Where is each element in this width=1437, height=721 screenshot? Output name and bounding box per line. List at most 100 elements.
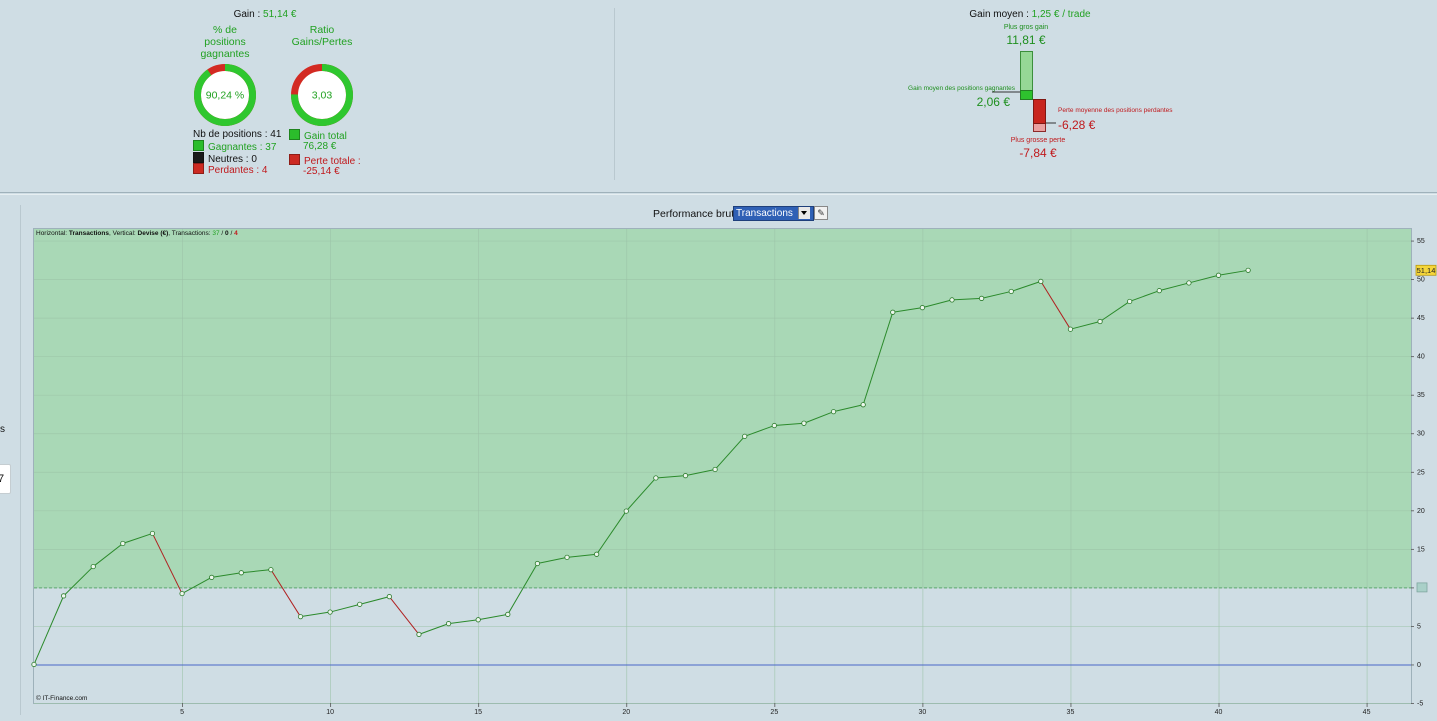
data-point xyxy=(564,554,570,560)
ratio-donut-value: 3,03 xyxy=(312,90,333,102)
y-tick-label: 25 xyxy=(1417,469,1425,476)
gain-segment xyxy=(981,290,1012,299)
y-tick-label: 30 xyxy=(1417,431,1425,438)
black-square-icon xyxy=(193,152,204,163)
equity-points xyxy=(31,267,1251,668)
gain-segment xyxy=(1159,282,1190,292)
perdantes-text: Perdantes : 4 xyxy=(208,165,268,176)
data-point xyxy=(268,567,274,573)
y-tick-label: 35 xyxy=(1417,392,1425,399)
pct-donut-center xyxy=(197,67,253,123)
gain-segment xyxy=(537,556,568,564)
plus-grosse-perte-label: Plus grosse perte xyxy=(1010,137,1066,144)
gain-moyen-value: 1,25 € / trade xyxy=(1031,9,1091,20)
data-point xyxy=(31,661,37,668)
loss-segment xyxy=(152,533,183,594)
y-tick-label: 40 xyxy=(1417,354,1425,361)
gain-segment xyxy=(744,425,775,437)
gain-segment xyxy=(181,576,212,594)
y-tick-label: 20 xyxy=(1417,508,1425,515)
gain-segment xyxy=(892,307,923,313)
y-tick-label: 55 xyxy=(1417,238,1425,245)
positive-zone xyxy=(34,229,1411,588)
gain-segment xyxy=(685,468,716,477)
perte-moyenne-label: Perte moyenne des positions perdantes xyxy=(1058,107,1173,114)
green-square-icon xyxy=(289,129,300,140)
loss-segment xyxy=(1040,281,1071,330)
gain-moyen-label: Gain moyen : xyxy=(969,9,1029,20)
summary-divider xyxy=(614,8,615,180)
data-point xyxy=(149,530,156,537)
ratio-donut-win xyxy=(291,64,353,126)
gagnantes-row: Gagnantes : 37 xyxy=(193,140,293,154)
data-point xyxy=(979,295,985,301)
pct-donut: 90,24 % xyxy=(194,64,256,126)
data-point xyxy=(712,466,718,473)
data-point xyxy=(1127,298,1133,305)
plus-gros-gain-value: 11,81 € xyxy=(1006,33,1046,47)
y-axis: -50510152025303540455055 xyxy=(1411,238,1425,708)
neutres-row: Neutres : 0 xyxy=(193,152,293,166)
gain-segment xyxy=(566,553,597,558)
x-tick-label: 20 xyxy=(622,709,630,716)
data-point xyxy=(1008,288,1014,295)
data-point xyxy=(386,594,392,600)
info-transactions: , Transactions: xyxy=(168,230,211,237)
loss-segment xyxy=(388,596,420,635)
gain-moyen-header: Gain moyen : 1,25 € / trade xyxy=(940,9,1120,20)
info-prefix: Horizontal: xyxy=(36,230,68,237)
wrench-icon[interactable]: ✎ xyxy=(814,206,828,220)
data-point xyxy=(61,593,67,599)
gain-moyen-bar xyxy=(1020,90,1033,100)
gain-moyen-gagnantes-value: 2,06 € xyxy=(976,95,1010,109)
gain-segment xyxy=(448,619,479,625)
perdantes-row: Perdantes : 4 xyxy=(193,163,293,177)
y-tick-label: 15 xyxy=(1417,546,1425,553)
gain-segment xyxy=(833,404,864,413)
last-value-badge xyxy=(1415,264,1437,276)
data-point xyxy=(594,551,600,557)
gain-segment xyxy=(774,422,804,427)
gain-segment xyxy=(211,572,242,578)
threshold-badge xyxy=(1416,582,1428,593)
ratio-title: Ratio Gains/Pertes xyxy=(291,24,353,48)
gain-segment xyxy=(1099,301,1130,322)
data-point xyxy=(890,309,896,315)
info-vertical: Devise (€) xyxy=(137,230,169,237)
data-point xyxy=(860,402,866,408)
x-tick-label: 45 xyxy=(1363,709,1371,716)
view-select[interactable]: Transactions xyxy=(733,206,814,221)
data-point xyxy=(209,574,215,580)
gain-segment xyxy=(922,299,953,309)
gain-segment xyxy=(714,435,746,470)
gain-segment xyxy=(625,477,657,512)
gain-perte-bars xyxy=(992,51,1056,132)
pct-donut-win xyxy=(194,64,256,126)
data-point xyxy=(445,621,452,627)
info-count-losses: 4 xyxy=(234,230,238,237)
section-divider xyxy=(0,192,1437,193)
data-point xyxy=(1038,278,1044,285)
gain-segment xyxy=(803,411,834,424)
gain-segment xyxy=(1188,274,1219,284)
data-point xyxy=(653,475,659,481)
data-point xyxy=(682,473,689,479)
data-point xyxy=(1186,280,1192,286)
perte-totale-row: Perte totale : xyxy=(289,154,369,168)
data-point xyxy=(1245,267,1251,273)
data-point xyxy=(179,590,185,597)
gain-segment xyxy=(1070,321,1101,330)
ratio-donut: 3,03 xyxy=(291,64,353,126)
gain-label: Gain : xyxy=(233,9,261,20)
chevron-down-icon[interactable] xyxy=(798,207,810,219)
left-panel-box[interactable]: 7 xyxy=(0,464,11,494)
data-point xyxy=(919,305,925,311)
info-horizontal: Transactions xyxy=(68,230,109,237)
equity-line xyxy=(33,269,1249,665)
gain-segment xyxy=(330,603,360,613)
gain-segment xyxy=(33,595,65,665)
gain-segment xyxy=(1011,280,1041,292)
data-point xyxy=(1067,326,1074,332)
x-tick-label: 25 xyxy=(770,709,778,716)
data-point xyxy=(297,614,304,620)
